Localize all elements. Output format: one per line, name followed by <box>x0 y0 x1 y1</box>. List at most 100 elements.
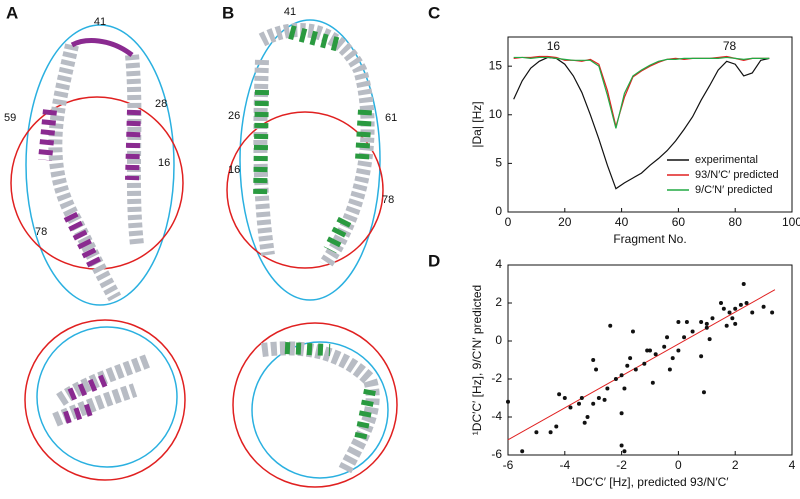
point <box>682 335 687 340</box>
point <box>645 348 650 353</box>
panel-label: B <box>222 3 234 22</box>
x-tick-label: -4 <box>559 458 570 472</box>
y-tick-label: -6 <box>491 447 502 461</box>
helix-segment <box>284 342 376 442</box>
point <box>585 415 590 419</box>
point <box>704 321 709 326</box>
helix <box>253 59 275 257</box>
circle <box>24 319 186 481</box>
point <box>665 335 670 340</box>
fit-line <box>507 289 776 441</box>
residue-label: 26 <box>228 110 240 122</box>
point <box>704 325 709 330</box>
point <box>770 310 775 315</box>
point <box>596 396 601 400</box>
circle <box>226 111 384 269</box>
y-tick-label: 10 <box>489 107 503 121</box>
x-tick-label: 20 <box>558 215 572 229</box>
y-axis-label: ¹DC′C′ [Hz], 9/C′N′ predicted <box>470 285 484 435</box>
x-tick-label: 0 <box>505 215 512 229</box>
panel-label: A <box>6 3 18 22</box>
point <box>761 304 766 309</box>
point <box>608 323 613 328</box>
point <box>650 380 655 385</box>
point <box>648 348 652 353</box>
point <box>684 320 689 324</box>
residue-label: 61 <box>385 112 397 124</box>
panel-label: D <box>428 251 440 270</box>
point <box>653 352 658 357</box>
panel-label: C <box>428 3 440 22</box>
point <box>690 329 695 334</box>
legend-label: 93/N′C′ predicted <box>695 169 779 181</box>
point <box>662 344 667 349</box>
point <box>730 316 735 321</box>
helix <box>125 54 144 246</box>
annotation: 16 <box>547 39 561 53</box>
point <box>628 356 633 361</box>
point <box>727 310 732 315</box>
point <box>676 348 681 353</box>
point <box>724 323 729 328</box>
circle <box>251 341 389 479</box>
x-tick-label: 100 <box>782 215 800 229</box>
plot-frame <box>507 264 793 456</box>
helix <box>48 43 122 302</box>
legend-label: experimental <box>695 154 758 166</box>
x-tick-label: -6 <box>503 458 514 472</box>
residue-label: 16 <box>228 164 240 176</box>
helix-segment <box>63 372 113 424</box>
point <box>548 430 553 435</box>
point <box>721 306 726 311</box>
circle <box>36 326 178 468</box>
helix-segment <box>288 25 372 254</box>
residue-label: 78 <box>35 226 47 238</box>
point <box>591 358 596 362</box>
x-tick-label: 60 <box>672 215 686 229</box>
point <box>605 386 610 391</box>
helix-segment <box>38 109 102 269</box>
point <box>534 430 539 435</box>
point <box>738 302 743 307</box>
point <box>701 390 706 395</box>
point <box>579 396 584 400</box>
legend-label: 9/C′N′ predicted <box>695 184 773 196</box>
point <box>506 399 510 404</box>
point <box>568 405 573 410</box>
x-tick-label: 2 <box>732 458 739 472</box>
x-axis-label: Fragment No. <box>613 232 686 246</box>
point <box>699 320 704 324</box>
point <box>733 306 738 311</box>
residue-label: 41 <box>284 6 296 18</box>
helix-segment <box>125 109 141 181</box>
point <box>613 377 618 381</box>
ellipse <box>25 24 175 306</box>
point <box>750 310 755 315</box>
point <box>642 361 647 366</box>
residue-label: 59 <box>4 112 16 124</box>
x-tick-label: 40 <box>615 215 629 229</box>
point <box>699 354 704 359</box>
point <box>562 396 567 400</box>
point <box>741 282 746 286</box>
point <box>577 401 581 406</box>
x-tick-label: 0 <box>675 458 682 472</box>
plot-frame <box>507 36 793 213</box>
point <box>622 449 627 454</box>
point <box>667 367 672 372</box>
circle <box>10 96 184 270</box>
point <box>625 363 630 368</box>
point <box>622 386 627 391</box>
y-tick-label: 2 <box>495 295 502 309</box>
ellipse <box>239 19 381 301</box>
y-tick-label: 5 <box>495 156 502 170</box>
point <box>554 424 559 429</box>
circle <box>232 322 398 488</box>
x-tick-label: 4 <box>789 458 796 472</box>
y-tick-label: -2 <box>491 371 502 385</box>
structures <box>10 19 398 488</box>
y-axis-label: |Da| [Hz] <box>470 101 484 147</box>
residue-label: 28 <box>155 98 167 110</box>
helix <box>258 23 375 269</box>
